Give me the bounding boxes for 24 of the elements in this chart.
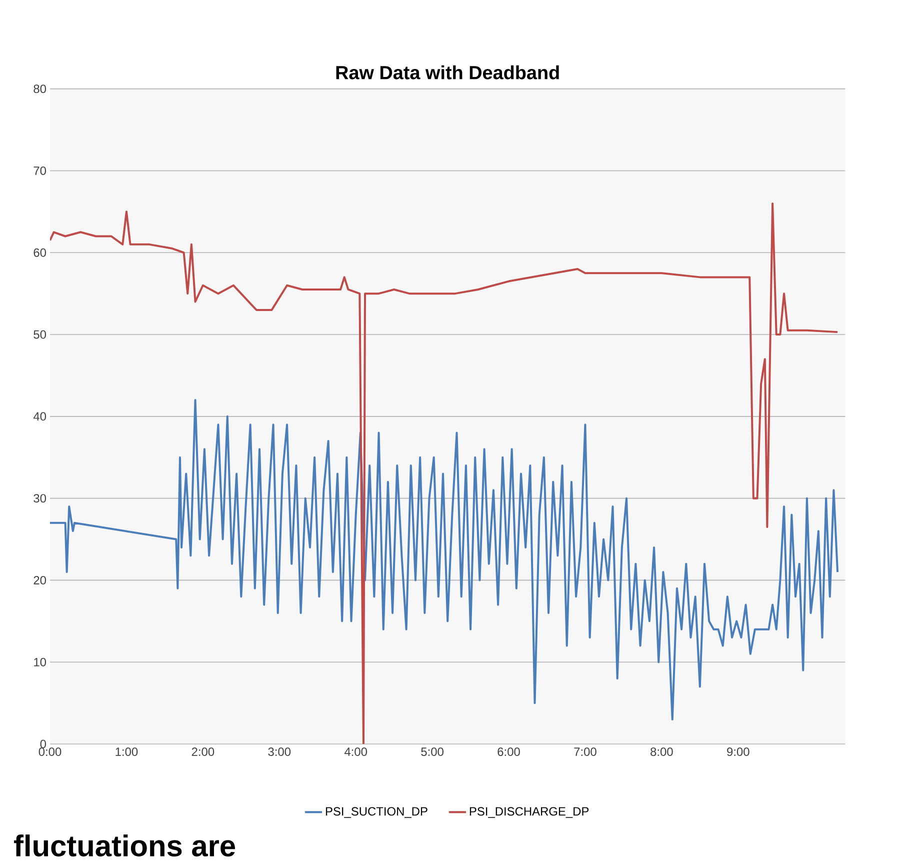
x-tick-label: 2:00	[192, 748, 214, 756]
x-tick-label: 4:00	[344, 748, 368, 756]
y-tick-label: 20	[34, 576, 46, 584]
y-tick-label: 60	[34, 248, 46, 257]
x-tick-label: 1:00	[116, 748, 138, 756]
chart-title: Raw Data with Deadband	[336, 65, 559, 80]
x-tick-label: 8:00	[650, 748, 673, 756]
line-series	[50, 399, 839, 720]
legend-label: PSI_DISCHARGE_DP	[470, 807, 589, 818]
text: fluctuations are	[14, 834, 236, 856]
x-tick-label: 3:00	[268, 748, 291, 756]
x-tick-label: 7:00	[574, 748, 596, 756]
y-tick-label: 30	[34, 494, 46, 503]
y-tick-label: 10	[34, 658, 46, 666]
y-tick-label: 40	[33, 412, 46, 421]
x-tick-label: 0:00	[38, 748, 62, 756]
y-tick-label: 0	[40, 740, 46, 748]
legend-label: PSI_SUCTION_DP	[326, 807, 428, 818]
x-tick-label: 9:00	[727, 748, 750, 756]
y-tick-label: 70	[34, 166, 46, 175]
y-tick-label: 80	[34, 84, 46, 94]
x-tick-label: 6:00	[498, 748, 520, 756]
x-tick-label: 5:00	[421, 748, 444, 756]
y-tick-label: 50	[34, 330, 46, 339]
